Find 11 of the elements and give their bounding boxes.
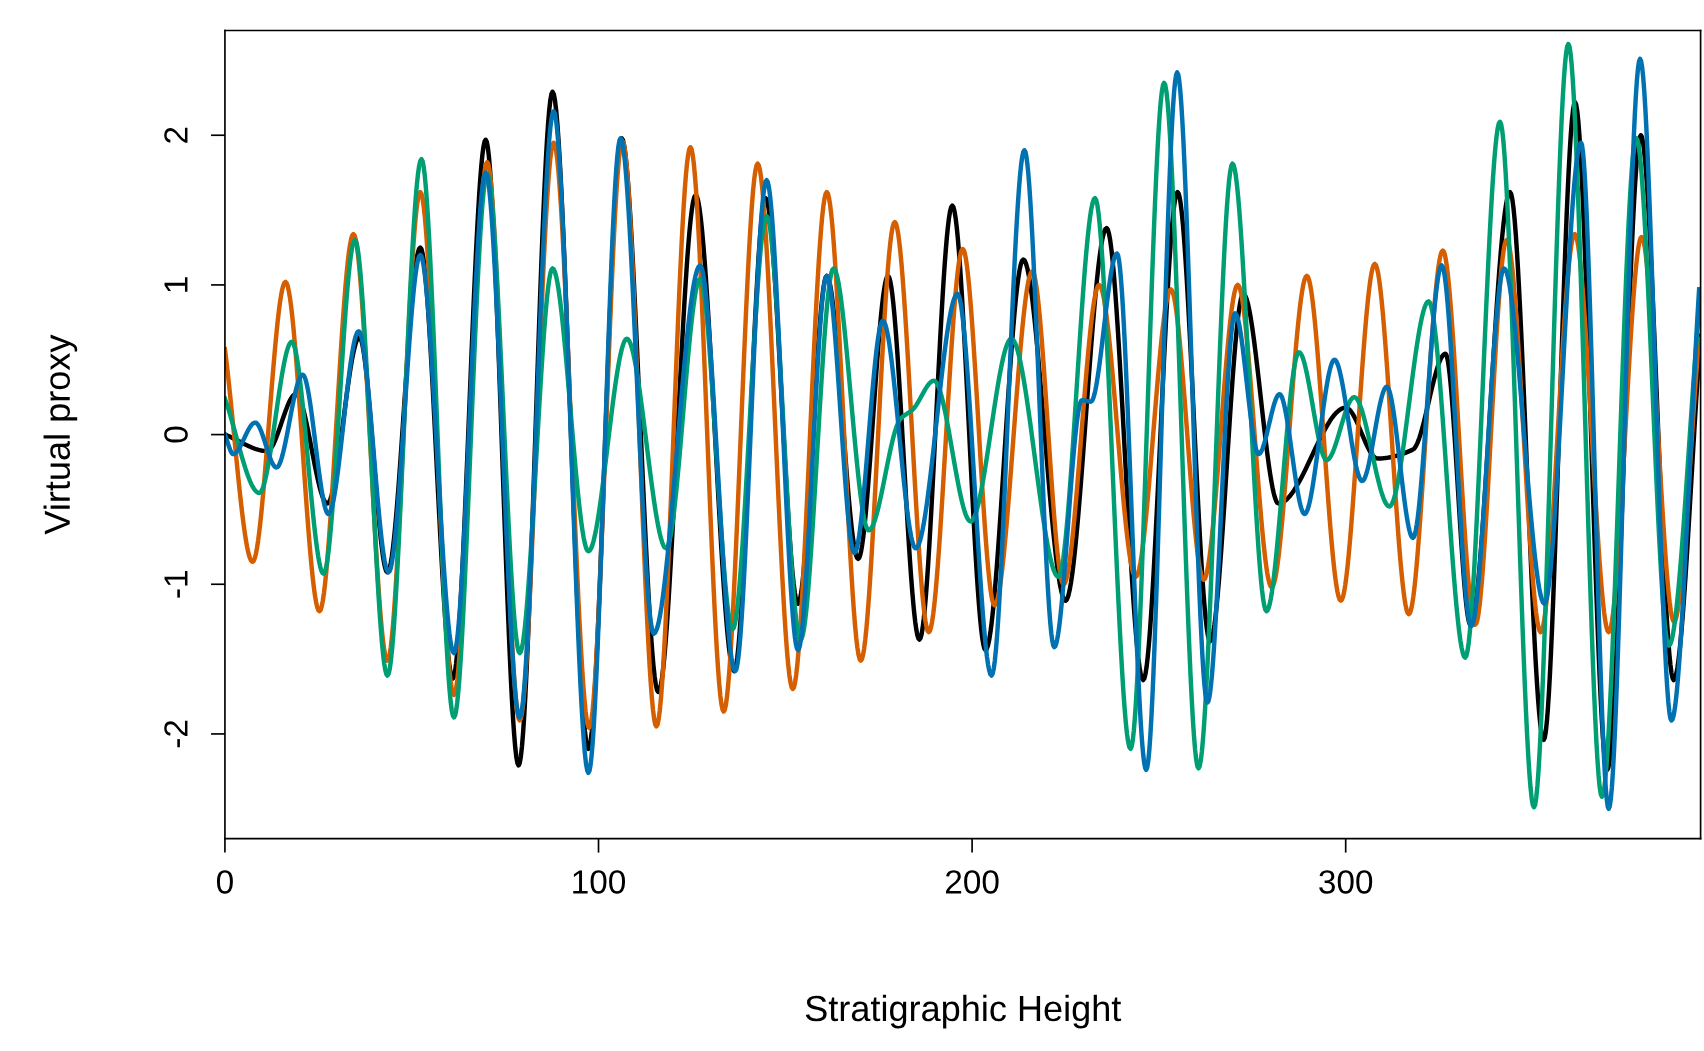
x-tick-label: 300 [1319,870,1373,894]
x-tick-label: 100 [573,870,626,894]
y-axis-title: Virtual proxy [43,334,78,535]
x-axis-title: Stratigraphic Height [805,994,1122,1029]
x-tick-label: 200 [945,870,999,894]
y-tick-label: 2 [164,127,188,143]
y-tick-label: 0 [164,426,188,443]
y-tick-label: 1 [164,277,188,292]
y-tick-label: -1 [164,571,188,598]
y-tick-label: -2 [164,720,188,748]
x-tick-label: 0 [216,870,233,894]
